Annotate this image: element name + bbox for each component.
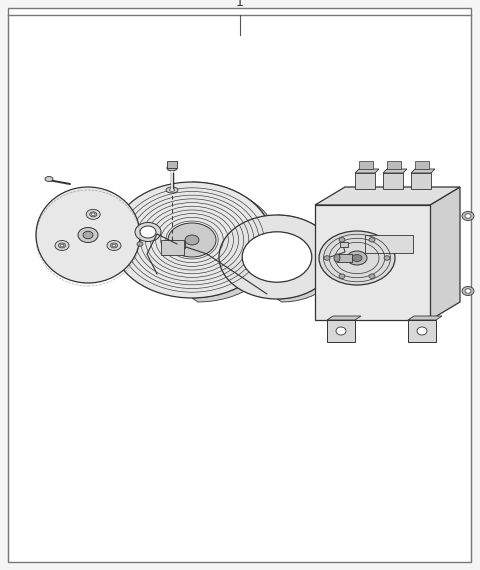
Polygon shape [355, 173, 375, 189]
Ellipse shape [462, 211, 474, 221]
Ellipse shape [339, 274, 345, 278]
Ellipse shape [83, 231, 93, 239]
Ellipse shape [92, 213, 95, 215]
Ellipse shape [59, 243, 65, 248]
Ellipse shape [324, 256, 330, 260]
Ellipse shape [219, 215, 335, 299]
Ellipse shape [339, 238, 345, 242]
Ellipse shape [169, 189, 175, 192]
Ellipse shape [137, 242, 143, 246]
Ellipse shape [140, 226, 156, 238]
FancyBboxPatch shape [359, 161, 373, 169]
Ellipse shape [352, 254, 362, 262]
Ellipse shape [185, 235, 199, 245]
Ellipse shape [45, 177, 53, 181]
Ellipse shape [369, 238, 375, 242]
Ellipse shape [168, 223, 216, 257]
Ellipse shape [319, 231, 395, 285]
Ellipse shape [166, 187, 178, 193]
Ellipse shape [465, 214, 471, 218]
Bar [315, 205, 430, 320]
Ellipse shape [167, 165, 177, 171]
Polygon shape [192, 182, 278, 302]
Ellipse shape [112, 245, 116, 247]
Polygon shape [408, 316, 442, 320]
Ellipse shape [112, 182, 272, 298]
FancyBboxPatch shape [365, 235, 413, 253]
Text: 1: 1 [236, 0, 244, 9]
Ellipse shape [107, 241, 121, 250]
Ellipse shape [384, 256, 390, 260]
FancyBboxPatch shape [327, 320, 355, 342]
FancyBboxPatch shape [173, 241, 184, 247]
Ellipse shape [36, 187, 140, 283]
Ellipse shape [60, 245, 64, 247]
Ellipse shape [369, 274, 375, 278]
Ellipse shape [90, 212, 96, 217]
Polygon shape [355, 169, 379, 173]
FancyBboxPatch shape [160, 239, 183, 254]
Polygon shape [327, 316, 361, 320]
Ellipse shape [78, 227, 98, 242]
Polygon shape [430, 187, 460, 320]
Polygon shape [411, 169, 435, 173]
FancyBboxPatch shape [408, 320, 436, 342]
Polygon shape [383, 169, 407, 173]
Ellipse shape [242, 232, 312, 282]
FancyBboxPatch shape [340, 242, 348, 247]
Polygon shape [383, 173, 403, 189]
Polygon shape [315, 187, 460, 205]
Ellipse shape [110, 243, 118, 248]
Ellipse shape [462, 287, 474, 295]
FancyBboxPatch shape [415, 161, 429, 169]
Ellipse shape [334, 254, 340, 262]
FancyBboxPatch shape [167, 161, 177, 168]
FancyBboxPatch shape [387, 161, 401, 169]
Ellipse shape [55, 241, 69, 250]
Ellipse shape [135, 222, 161, 242]
Ellipse shape [347, 251, 367, 265]
Ellipse shape [417, 327, 427, 335]
Polygon shape [337, 254, 352, 262]
Ellipse shape [86, 209, 100, 219]
Polygon shape [411, 173, 431, 189]
Ellipse shape [336, 327, 346, 335]
Polygon shape [277, 215, 340, 302]
Ellipse shape [465, 289, 471, 293]
